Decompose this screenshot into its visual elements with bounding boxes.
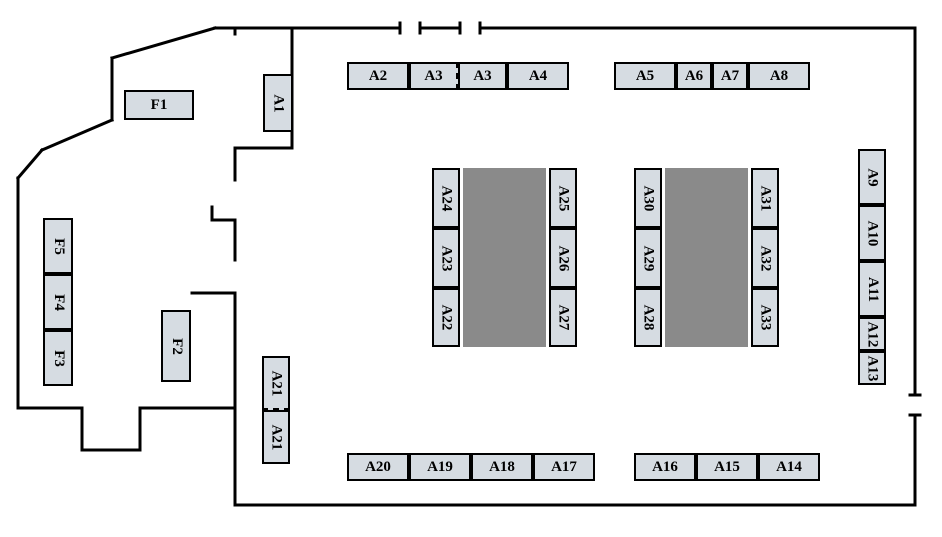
booth-a22: A22 [432,288,460,347]
booth-label: F1 [151,98,168,113]
booth-label: A13 [865,355,880,381]
booth-label: A27 [556,305,571,331]
booth-a10: A10 [858,205,886,261]
booth-label: A21 [269,424,284,450]
booth-a3a: A3 [409,62,458,90]
booth-label: A16 [652,460,678,475]
booth-a23: A23 [432,228,460,288]
booth-label: A12 [865,321,880,347]
booth-a4: A4 [507,62,569,90]
booth-label: A4 [529,69,547,84]
booth-a25: A25 [549,168,577,228]
booth-label: A33 [758,305,773,331]
booth-label: F2 [168,338,183,355]
floorplan: F1 F2 F5 F4 F3 A1 A2 A3 A3 A4 A5 A6 A7 A8 A9 A10 A11 A12 A… [0,0,942,537]
booth-label: A7 [721,69,739,84]
booth-label: F5 [50,238,65,255]
booth-f3: F3 [43,330,73,386]
booth-a21b: A21 [262,410,290,464]
booth-label: A29 [641,245,656,271]
booth-label: A6 [685,69,703,84]
booth-label: A30 [641,185,656,211]
booth-a26: A26 [549,228,577,288]
booth-label: A17 [551,460,577,475]
booth-label: A19 [427,460,453,475]
booth-a32: A32 [751,228,779,288]
booth-a9: A9 [858,149,886,205]
booth-label: A3 [473,69,491,84]
booth-label: A28 [641,305,656,331]
booth-a29: A29 [634,228,662,288]
booth-a6: A6 [676,62,712,90]
island-fill [665,168,748,347]
booth-a12: A12 [858,317,886,351]
booth-label: A8 [770,69,788,84]
booth-f2: F2 [161,310,191,382]
booth-a21a: A21 [262,356,290,410]
booth-a1: A1 [263,74,293,132]
booth-label: F4 [50,294,65,311]
booth-a16: A16 [634,453,696,481]
booth-a31: A31 [751,168,779,228]
booth-a5: A5 [614,62,676,90]
booth-a33: A33 [751,288,779,347]
booth-label: A3 [424,69,442,84]
booth-a11: A11 [858,261,886,317]
island-fill [463,168,546,347]
booth-label: A31 [758,185,773,211]
booth-label: F3 [50,350,65,367]
booth-label: A2 [369,69,387,84]
booth-label: A22 [439,305,454,331]
booth-label: A15 [714,460,740,475]
booth-label: A9 [865,168,880,186]
booth-label: A11 [865,276,880,301]
booth-a19: A19 [409,453,471,481]
booth-label: A21 [269,370,284,396]
booth-label: A24 [439,185,454,211]
booth-a3b: A3 [458,62,507,90]
booth-a30: A30 [634,168,662,228]
booth-label: A14 [776,460,802,475]
booth-a18: A18 [471,453,533,481]
booth-label: A10 [865,220,880,246]
booth-label: A1 [271,94,286,112]
booth-a14: A14 [758,453,820,481]
booth-a2: A2 [347,62,409,90]
booth-label: A18 [489,460,515,475]
booth-a28: A28 [634,288,662,347]
booth-a13: A13 [858,351,886,385]
booth-label: A25 [556,185,571,211]
booth-f4: F4 [43,274,73,330]
booth-a17: A17 [533,453,595,481]
booth-a20: A20 [347,453,409,481]
booth-a7: A7 [712,62,748,90]
booth-a24: A24 [432,168,460,228]
booth-a15: A15 [696,453,758,481]
booth-label: A23 [439,245,454,271]
booth-label: A32 [758,245,773,271]
booth-a27: A27 [549,288,577,347]
booth-label: A26 [556,245,571,271]
booth-a8: A8 [748,62,810,90]
booth-f5: F5 [43,218,73,274]
booth-label: A20 [365,460,391,475]
booth-label: A5 [636,69,654,84]
booth-f1: F1 [124,90,194,120]
